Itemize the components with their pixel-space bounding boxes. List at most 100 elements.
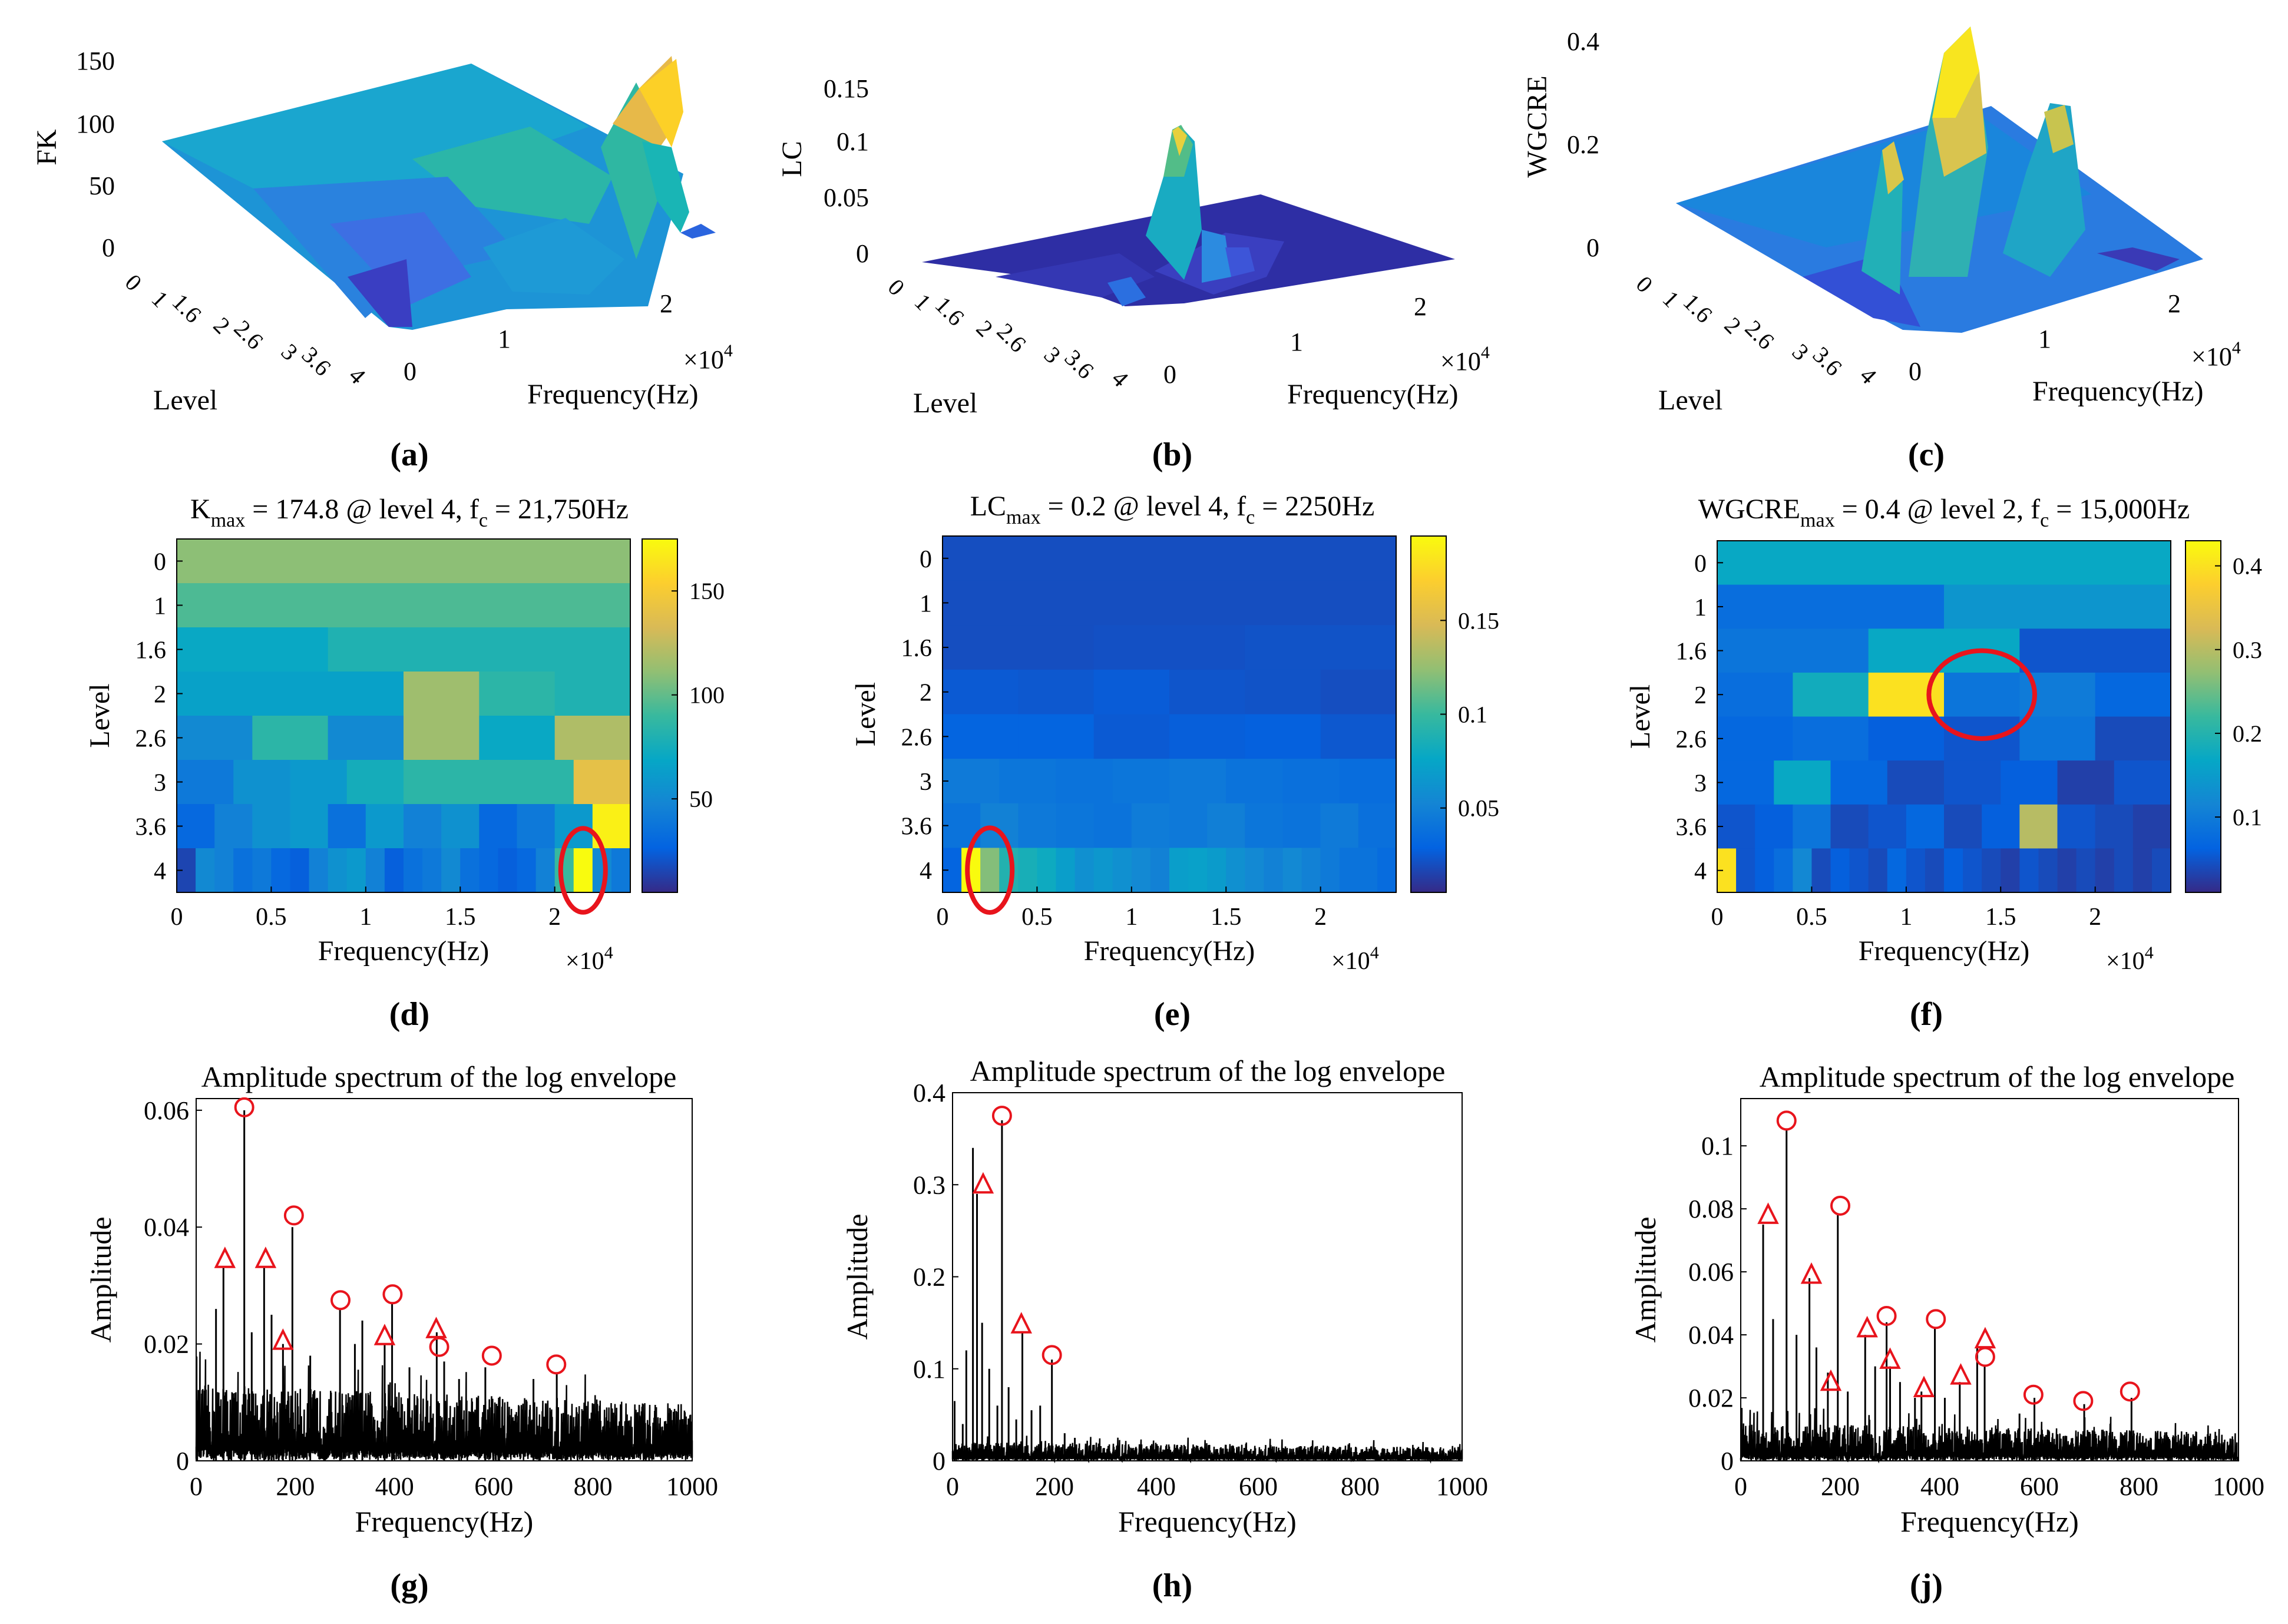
colorbar-tick-label: 0.05 — [1458, 795, 1499, 822]
heatmap-cell — [1944, 804, 1982, 849]
level-tick: 1.6 — [1678, 289, 1718, 328]
heatmap-cell — [1793, 848, 1813, 893]
x-tick-label: 0.5 — [256, 904, 287, 931]
y-tick-label: 0.04 — [144, 1213, 189, 1242]
plot-frame — [1717, 540, 2171, 893]
heatmap-cell — [1093, 848, 1113, 893]
x-tick-label: 0 — [1711, 904, 1724, 931]
harmonic-circle-marker — [546, 1354, 567, 1375]
heatmap-cell — [328, 627, 480, 672]
spectrum-title: Amplitude spectrum of the log envelope — [970, 1054, 1446, 1087]
heatmap-cell — [554, 804, 593, 849]
x-exponent-base: ×10 — [566, 948, 604, 975]
level-tick-label: 0 — [1694, 550, 1707, 577]
y-tick-label: 0 — [933, 1447, 945, 1476]
colorbar-tick-label: 150 — [689, 578, 725, 604]
colorbar-tick-label: 0.3 — [2233, 637, 2262, 663]
heatmap-cell — [1131, 803, 1170, 848]
y-tick-label: 0.1 — [913, 1355, 945, 1384]
level-axis-label: Level — [913, 388, 977, 419]
highlight-ellipse — [1926, 648, 2038, 741]
heatmap-cell — [1282, 759, 1340, 804]
heatmap-cell — [1717, 760, 1774, 805]
level-tick-label: 4 — [920, 858, 932, 885]
caption-g: (g) — [390, 1567, 428, 1604]
heatmap-cell — [1207, 803, 1245, 848]
freq-tick: 1 — [498, 325, 511, 353]
heatmap-cell — [384, 848, 404, 893]
y-axis-label: Level — [850, 682, 881, 746]
heatmap-cell — [2114, 760, 2171, 805]
heatmap-cell — [2019, 716, 2096, 761]
colorbar-tick-label: 0.2 — [2233, 720, 2262, 747]
surface-plot-wgcre: 0.4 0.2 0 WGCRE 0 1 1.6 2 2.6 3 3.6 4 Le… — [1522, 27, 2241, 416]
harmonic-circle-marker — [1926, 1309, 1946, 1329]
heatmap-cell — [252, 716, 329, 760]
heatmap-cell — [479, 627, 631, 672]
y-tick-label: 0.06 — [1688, 1258, 1734, 1286]
level-tick: 1.6 — [930, 292, 970, 331]
heatmap-cell — [1774, 760, 1831, 805]
panel-captions: (a) (b) (c) (d) (e) (f) (g) (h) (j) — [389, 436, 1945, 1604]
z-axis: 0.15 0.1 0.05 0 LC — [776, 74, 869, 268]
heatmap-cell — [346, 848, 366, 893]
harmonic-circle-marker — [1041, 1345, 1062, 1365]
z-tick: 0.2 — [1567, 130, 1599, 159]
harmonic-triangle-marker — [373, 1324, 396, 1345]
y-tick-label: 0.4 — [913, 1079, 945, 1107]
heatmap-cell — [1377, 848, 1397, 893]
heatmap-cell — [2095, 672, 2171, 717]
x-tick-label: 400 — [1920, 1472, 1959, 1501]
y-tick-label: 0.02 — [1688, 1384, 1734, 1413]
heatmap-cell — [441, 804, 480, 849]
x-tick-label: 800 — [574, 1472, 613, 1501]
title-text: = 15,000Hz — [2049, 494, 2190, 525]
colorbar-tick-label: 0.1 — [2233, 804, 2262, 831]
heatmap-cell — [479, 848, 499, 893]
heatmap-cell — [1339, 759, 1397, 804]
title-text: WGCRE — [1698, 494, 1800, 525]
heatmap-cell — [1830, 804, 1869, 849]
harmonic-triangle-marker — [1800, 1262, 1823, 1284]
heatmap-cell — [2114, 848, 2134, 893]
level-tick-label: 1 — [1694, 594, 1707, 621]
heatmap-cell — [479, 804, 518, 849]
level-tick: 3.6 — [297, 342, 336, 381]
x-tick-label: 200 — [1035, 1472, 1074, 1501]
heatmap-cell — [1755, 804, 1793, 849]
heatmap-cell — [943, 714, 1019, 759]
heatmap-cell — [177, 804, 215, 849]
z-tick: 0 — [856, 239, 869, 268]
spectrum-title: Amplitude spectrum of the log envelope — [201, 1060, 677, 1093]
x-tick-label: 200 — [1821, 1472, 1860, 1501]
surface-fk-body — [162, 56, 716, 330]
harmonic-circle-marker — [1876, 1306, 1897, 1326]
level-tick: 2.6 — [229, 315, 269, 355]
heatmap-cell — [1093, 625, 1245, 670]
z-tick: 0.1 — [836, 127, 869, 156]
frequency-axis: 0 1 2 ×104 Frequency(Hz) — [1909, 289, 2241, 407]
heatmap-cell — [1226, 848, 1245, 893]
level-tick-label: 1 — [154, 593, 166, 620]
heatmap-cell — [1245, 848, 1265, 893]
y-tick-label: 0.08 — [1688, 1195, 1734, 1223]
heatmap-cell — [346, 760, 404, 805]
heatmap-cell — [1358, 803, 1397, 848]
heatmap-cell — [328, 848, 348, 893]
heatmap-cell — [290, 804, 329, 849]
freq-tick: 0 — [1163, 360, 1176, 389]
harmonic-triangle-marker — [1913, 1375, 1935, 1397]
heatmap-cell — [2132, 804, 2171, 849]
harmonic-triangle-marker — [425, 1317, 447, 1338]
level-tick-label: 4 — [1694, 858, 1707, 885]
plot-frame — [942, 535, 1397, 893]
heatmap-title: Kmax = 174.8 @ level 4, fc = 21,750Hz — [190, 494, 629, 531]
heatmap-cell — [1830, 848, 1850, 893]
heatmap-cell — [1717, 716, 1793, 761]
heatmap-cell — [1944, 584, 2171, 629]
x-exponent-base: ×10 — [1331, 948, 1370, 975]
colorbar — [642, 538, 678, 893]
heatmap-cell — [252, 672, 329, 716]
x-tick-label: 0 — [171, 904, 183, 931]
freq-tick: 0 — [404, 357, 416, 386]
